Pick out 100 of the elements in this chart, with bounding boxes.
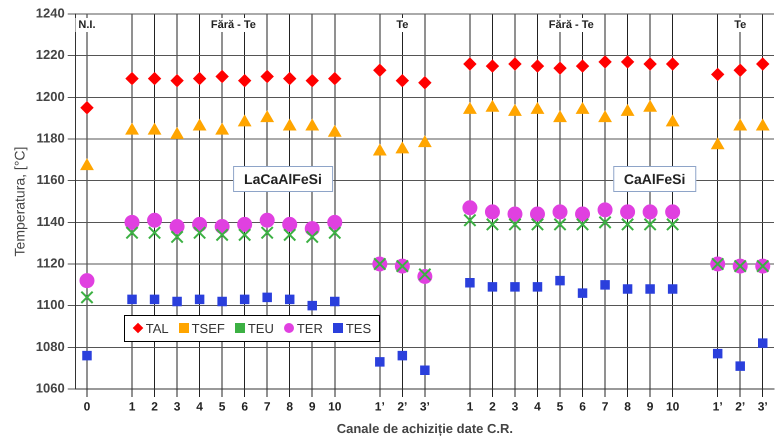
point	[125, 226, 139, 240]
point	[711, 68, 724, 81]
point	[80, 101, 94, 114]
point	[420, 366, 430, 375]
x-tick-label: 10	[666, 400, 680, 414]
point	[644, 58, 657, 70]
x-axis-title: Canale de achiziție date C.R.	[336, 420, 513, 437]
x-tick-label: 5	[218, 400, 226, 414]
point	[645, 284, 655, 294]
x-tick-label: 2	[489, 400, 496, 414]
point	[148, 226, 162, 240]
annotation: Fără - Te	[546, 18, 597, 32]
annotation: Te	[731, 18, 750, 32]
point	[330, 296, 340, 306]
x-tick-label: 4	[534, 400, 542, 414]
x-tick-label: 9	[308, 400, 316, 414]
y-tick-label: 1100	[36, 297, 65, 312]
point	[147, 212, 162, 228]
point	[237, 216, 252, 232]
point	[620, 218, 634, 232]
y-tick-label: 1180	[36, 130, 65, 146]
point	[216, 70, 229, 83]
point	[643, 218, 657, 232]
point	[240, 294, 250, 304]
point	[150, 294, 160, 304]
y-tick-label: 1060	[36, 380, 65, 396]
point	[508, 58, 522, 70]
point	[554, 62, 567, 75]
point	[283, 72, 296, 86]
legend-label: TEU	[248, 320, 274, 336]
y-tick-label: 1080	[36, 338, 65, 354]
annotation: CaAlFeSi	[612, 166, 696, 192]
point	[260, 70, 274, 83]
point	[80, 290, 94, 304]
point	[170, 230, 184, 244]
point	[283, 228, 296, 242]
annotation: Te	[393, 18, 412, 32]
point	[124, 214, 140, 230]
point	[507, 206, 522, 222]
point	[598, 216, 612, 229]
point	[307, 300, 317, 310]
point	[465, 278, 475, 288]
point	[79, 273, 94, 288]
point	[578, 288, 588, 298]
point	[284, 294, 294, 304]
x-tick-label: 1’	[712, 400, 723, 414]
point	[396, 74, 409, 88]
point	[148, 72, 162, 86]
y-tick-label: 1220	[36, 47, 65, 62]
point	[484, 204, 500, 220]
point	[306, 230, 319, 244]
point	[642, 204, 658, 220]
point	[486, 218, 500, 232]
x-tick-label: 9	[646, 400, 654, 414]
point	[262, 292, 272, 302]
x-tick-label: 3	[512, 400, 519, 414]
point	[238, 74, 252, 88]
x-tick-label: 4	[196, 400, 204, 414]
x-tick-label: 7	[264, 400, 271, 414]
point	[530, 218, 544, 232]
point	[373, 64, 386, 77]
legend-label: TES	[346, 320, 372, 336]
point	[170, 74, 184, 88]
x-tick-label: 1’	[374, 400, 385, 414]
point	[282, 216, 298, 232]
point	[127, 294, 137, 304]
annotation: N.I.	[75, 18, 99, 32]
point	[306, 74, 319, 88]
point	[598, 55, 612, 68]
point	[621, 55, 634, 68]
point	[215, 228, 229, 242]
point	[418, 76, 432, 90]
x-tick-label: 5	[556, 400, 564, 414]
y-tick-label: 1160	[36, 172, 65, 188]
point	[532, 282, 542, 292]
point	[463, 58, 476, 70]
point	[462, 200, 478, 216]
annotation: LaCaAlFeSi	[233, 166, 333, 192]
point	[666, 58, 680, 70]
x-tick-label: 7	[602, 400, 609, 414]
y-tick-label: 1240	[36, 6, 65, 21]
point	[758, 338, 768, 348]
point	[193, 72, 206, 86]
point	[260, 212, 275, 228]
x-tick-label: 2	[151, 400, 158, 414]
point	[238, 228, 252, 242]
point	[192, 226, 206, 240]
y-tick-label: 1140	[36, 214, 65, 229]
x-tick-label: 8	[286, 400, 294, 414]
point	[508, 218, 522, 232]
point	[734, 64, 747, 77]
point	[328, 72, 342, 86]
point	[510, 282, 520, 292]
point	[463, 214, 477, 227]
y-axis-title: Temperatura, [°C]	[11, 146, 28, 256]
x-tick-label: 10	[328, 400, 342, 414]
y-tick-label: 1120	[36, 256, 65, 271]
point	[576, 60, 590, 73]
x-tick-label: 6	[579, 400, 586, 414]
x-tick-label: 1	[128, 400, 136, 414]
